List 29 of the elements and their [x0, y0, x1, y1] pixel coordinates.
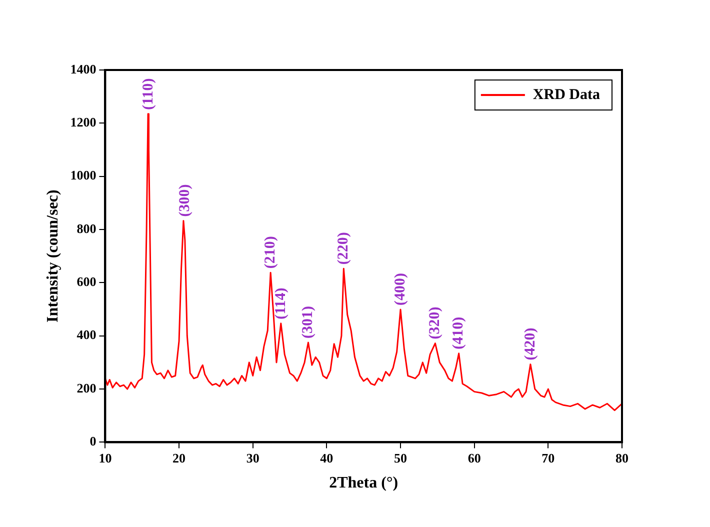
annotation: (320): [427, 306, 444, 340]
annotation: (301): [300, 306, 316, 339]
annotation: (300): [176, 184, 193, 217]
y-tick-label: 1400: [70, 61, 96, 76]
x-tick-label: 40: [320, 450, 334, 466]
y-tick-label: 1000: [70, 168, 96, 183]
y-tick-label: 200: [76, 380, 96, 396]
legend-label: XRD Data: [532, 86, 600, 103]
x-tick-label: 50: [394, 450, 408, 466]
annotation: (410): [450, 316, 467, 350]
x-tick-label: 70: [542, 450, 555, 466]
y-tick-label: 1200: [70, 114, 96, 130]
annotation: (114): [272, 288, 289, 320]
y-tick-label: 400: [76, 327, 96, 342]
x-axis-title: 2Theta (°): [329, 474, 398, 492]
annotation: (210): [262, 236, 278, 269]
x-tick-label: 80: [616, 450, 628, 466]
annotation: (400): [392, 273, 408, 306]
annotation: (110): [140, 78, 157, 110]
y-tick-label: 0: [90, 434, 96, 449]
y-tick-label: 600: [76, 274, 96, 290]
y-tick-label: 800: [76, 220, 96, 236]
annotation: (220): [336, 232, 352, 265]
x-tick-label: 30: [246, 450, 260, 466]
annotation: (420): [522, 328, 538, 360]
x-tick-label: 10: [98, 450, 112, 466]
x-tick-label: 60: [468, 450, 481, 466]
x-tick-label: 20: [172, 450, 186, 466]
y-axis-title: Intensity (coun/sec): [44, 190, 62, 323]
